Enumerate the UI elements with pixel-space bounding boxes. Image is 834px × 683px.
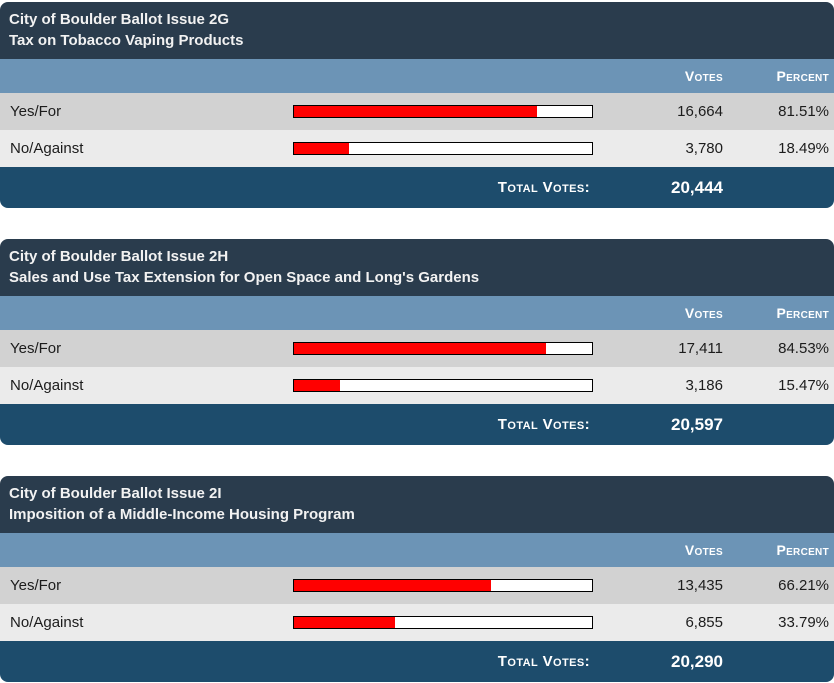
- votes-column-header: Votes: [684, 305, 723, 321]
- contest-title: City of Boulder Ballot Issue 2I Impositi…: [0, 476, 834, 533]
- choice-label: No/Against: [10, 614, 84, 631]
- total-votes-value: 20,444: [671, 177, 723, 197]
- percent-column-header: Percent: [776, 305, 829, 321]
- vote-bar: [293, 379, 593, 392]
- choice-label: No/Against: [10, 140, 84, 157]
- percent-value: 15.47%: [778, 377, 829, 394]
- result-row-no: No/Against 3,186 15.47%: [0, 367, 834, 404]
- total-votes-value: 20,290: [671, 651, 723, 671]
- percent-column-header: Percent: [776, 68, 829, 84]
- contest-title: City of Boulder Ballot Issue 2G Tax on T…: [0, 2, 834, 59]
- percent-value: 33.79%: [778, 614, 829, 631]
- choice-label: Yes/For: [10, 577, 62, 594]
- vote-bar-fill: [294, 143, 350, 154]
- vote-bar: [293, 579, 593, 592]
- contest-title-line2: Tax on Tobacco Vaping Products: [9, 32, 244, 49]
- vote-bar: [293, 142, 593, 155]
- total-votes-label: Total Votes:: [497, 179, 590, 196]
- total-votes-row: Total Votes: 20,597: [0, 404, 834, 445]
- column-header-row: Votes Percent: [0, 533, 834, 567]
- contest-title-line2: Sales and Use Tax Extension for Open Spa…: [9, 269, 480, 286]
- total-votes-label: Total Votes:: [497, 653, 590, 670]
- contest-title-line1: City of Boulder Ballot Issue 2H: [9, 248, 229, 265]
- column-header-row: Votes Percent: [0, 296, 834, 330]
- total-votes-value: 20,597: [671, 414, 723, 434]
- contest-title-line1: City of Boulder Ballot Issue 2I: [9, 485, 222, 502]
- contest-card-2h: City of Boulder Ballot Issue 2H Sales an…: [0, 239, 834, 445]
- vote-bar-fill: [294, 106, 537, 117]
- total-votes-row: Total Votes: 20,444: [0, 167, 834, 208]
- votes-value: 13,435: [677, 577, 723, 594]
- result-row-no: No/Against 6,855 33.79%: [0, 604, 834, 641]
- votes-value: 3,186: [685, 377, 723, 394]
- choice-label: No/Against: [10, 377, 84, 394]
- vote-bar-fill: [294, 580, 492, 591]
- percent-value: 66.21%: [778, 577, 829, 594]
- contest-title-line2: Imposition of a Middle-Income Housing Pr…: [9, 506, 355, 523]
- vote-bar: [293, 105, 593, 118]
- result-row-no: No/Against 3,780 18.49%: [0, 130, 834, 167]
- vote-bar-fill: [294, 343, 546, 354]
- total-votes-row: Total Votes: 20,290: [0, 641, 834, 682]
- choice-label: Yes/For: [10, 103, 62, 120]
- votes-column-header: Votes: [684, 68, 723, 84]
- vote-bar-fill: [294, 617, 395, 628]
- votes-column-header: Votes: [684, 542, 723, 558]
- vote-bar: [293, 342, 593, 355]
- column-header-row: Votes Percent: [0, 59, 834, 93]
- result-row-yes: Yes/For 16,664 81.51%: [0, 93, 834, 130]
- percent-value: 81.51%: [778, 103, 829, 120]
- choice-label: Yes/For: [10, 340, 62, 357]
- percent-value: 84.53%: [778, 340, 829, 357]
- contest-card-2g: City of Boulder Ballot Issue 2G Tax on T…: [0, 2, 834, 208]
- contest-title-line1: City of Boulder Ballot Issue 2G: [9, 11, 230, 28]
- vote-bar: [293, 616, 593, 629]
- votes-value: 6,855: [685, 614, 723, 631]
- contest-card-2i: City of Boulder Ballot Issue 2I Impositi…: [0, 476, 834, 682]
- result-row-yes: Yes/For 13,435 66.21%: [0, 567, 834, 604]
- result-row-yes: Yes/For 17,411 84.53%: [0, 330, 834, 367]
- contest-title: City of Boulder Ballot Issue 2H Sales an…: [0, 239, 834, 296]
- votes-value: 17,411: [678, 340, 723, 357]
- votes-value: 16,664: [677, 103, 723, 120]
- percent-value: 18.49%: [778, 140, 829, 157]
- vote-bar-fill: [294, 380, 341, 391]
- total-votes-label: Total Votes:: [497, 416, 590, 433]
- percent-column-header: Percent: [776, 542, 829, 558]
- votes-value: 3,780: [685, 140, 723, 157]
